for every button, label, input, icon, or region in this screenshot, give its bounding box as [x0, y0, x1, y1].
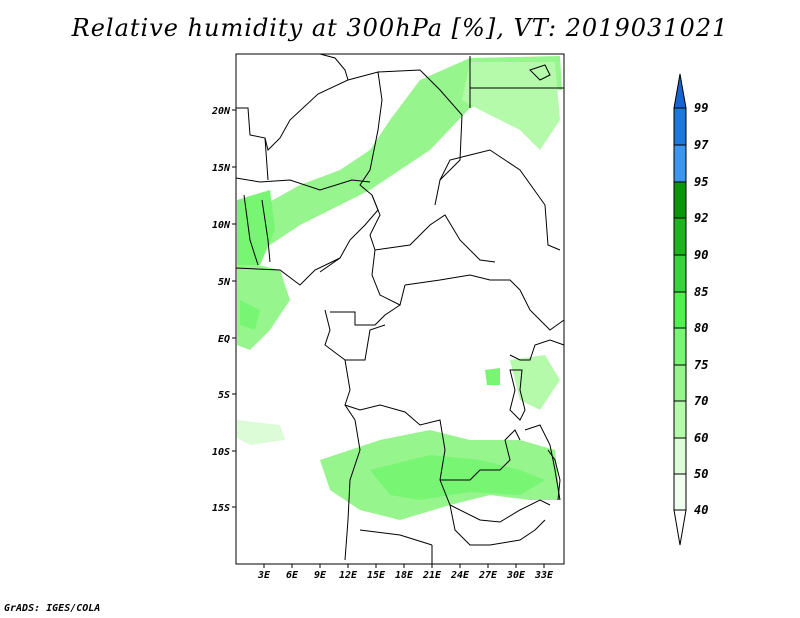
colorbar-label: 70 [694, 394, 708, 408]
colorbar-label: 60 [694, 431, 708, 445]
lat-label: 10S [212, 447, 230, 458]
lon-label: 21E [422, 570, 442, 581]
lon-label: 9E [314, 570, 327, 581]
colorbar-label: 80 [694, 321, 708, 335]
lon-label: 3E [257, 570, 271, 581]
colorbar-label: 85 [694, 285, 708, 299]
lat-label: 5N [218, 277, 231, 288]
lat-label: 20N [211, 106, 231, 117]
lon-label: 33E [534, 570, 554, 581]
colorbar-label: 95 [694, 175, 708, 189]
credit-text: GrADS: IGES/COLA [4, 603, 101, 614]
map-frame [235, 53, 565, 565]
lat-label: EQ [218, 334, 230, 345]
country-borders [235, 53, 565, 564]
lon-axis [263, 564, 545, 568]
colorbar [673, 73, 687, 546]
lat-label: 5S [218, 390, 230, 401]
colorbar-label: 90 [694, 248, 708, 262]
colorbar-bottom-arrow [673, 509, 687, 546]
lat-axis [232, 109, 236, 508]
lat-label: 10N [212, 220, 231, 231]
colorbar-label: 97 [694, 138, 709, 152]
lon-label: 6E [286, 570, 299, 581]
colorbar-top-arrow [673, 73, 687, 109]
colorbar-label: 75 [694, 358, 708, 372]
lon-label: 27E [478, 570, 498, 581]
lon-label: 18E [395, 570, 414, 581]
lon-label: 15E [367, 570, 386, 581]
lat-label: 15S [212, 503, 230, 514]
lon-label: 12E [339, 570, 358, 581]
lon-label: 30E [506, 570, 526, 581]
lon-label: 24E [450, 570, 470, 581]
colorbar-label: 50 [694, 467, 708, 481]
colorbar-label: 92 [694, 211, 708, 225]
colorbar-label: 99 [694, 101, 708, 115]
colorbar-label: 40 [694, 503, 708, 517]
humidity-shading [237, 56, 562, 520]
map-title: Relative humidity at 300hPa [%], VT: 201… [71, 14, 729, 42]
lat-label: 15N [212, 163, 231, 174]
